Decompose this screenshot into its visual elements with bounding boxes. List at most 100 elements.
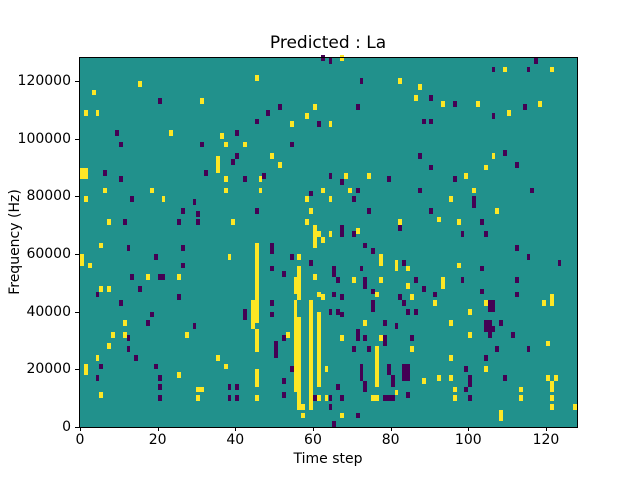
heatmap-cell-low: [355, 187, 360, 194]
heatmap-cell-high: [258, 176, 263, 182]
heatmap-cell-high: [448, 196, 453, 203]
heatmap-cell-low: [340, 311, 345, 318]
heatmap-cell-high: [518, 386, 523, 393]
heatmap-cell-high: [254, 395, 259, 402]
heatmap-cell-low: [281, 334, 286, 341]
heatmap-cell-low: [503, 150, 508, 157]
heatmap-cell-high: [316, 334, 321, 341]
heatmap-cell-low: [231, 158, 236, 165]
heatmap-cell-high: [316, 395, 321, 402]
heatmap-cell-high: [375, 363, 379, 370]
heatmap-cell-low: [281, 377, 286, 384]
heatmap-cell-high: [177, 372, 181, 378]
x-axis-label: Time step: [293, 451, 363, 467]
heatmap-cell-high: [378, 277, 383, 283]
heatmap-cell-high: [375, 352, 379, 358]
heatmap-cell-low: [514, 277, 519, 283]
heatmap-cell-low: [514, 161, 519, 168]
heatmap-cell-high: [312, 225, 317, 231]
heatmap-cell-low: [526, 346, 531, 353]
y-tick-label: 40000: [26, 303, 71, 320]
heatmap-cell-low: [336, 308, 341, 315]
heatmap-cell-low: [406, 308, 411, 315]
heatmap-cell-low: [192, 323, 197, 329]
heatmap-cell-high: [518, 395, 523, 402]
heatmap-cell-low: [406, 363, 411, 370]
heatmap-cell-low: [363, 334, 368, 341]
heatmap-cell-high: [250, 323, 255, 329]
heatmap-cell-high: [223, 141, 228, 148]
heatmap-cell-low: [429, 164, 434, 171]
heatmap-cell-high: [161, 196, 166, 203]
heatmap-cell-high: [305, 112, 310, 119]
heatmap-cell-high: [573, 403, 577, 410]
y-tick-label: 60000: [26, 246, 71, 263]
heatmap-cell-low: [479, 265, 484, 272]
heatmap-cell-high: [107, 285, 112, 292]
y-tick-label: 20000: [26, 361, 71, 378]
heatmap-cell-high: [250, 311, 255, 318]
heatmap-cell-high: [297, 277, 302, 283]
x-tick-label: 60: [304, 432, 322, 448]
y-tick-label: 0: [62, 419, 71, 435]
chart-title: Predicted : La: [269, 33, 387, 53]
heatmap-cell-low: [243, 308, 247, 315]
y-tick-mark: [75, 311, 79, 313]
heatmap-cell-high: [169, 130, 174, 136]
heatmap-cell-high: [448, 320, 453, 327]
heatmap-cell-high: [297, 328, 302, 335]
x-tick-mark: [312, 427, 314, 431]
y-tick-label: 120000: [17, 73, 71, 90]
heatmap-cell-high: [312, 274, 317, 280]
heatmap-cell-low: [196, 219, 201, 226]
heatmap-plot-area: [80, 55, 577, 427]
heatmap-cell-low: [235, 130, 240, 136]
x-tick-mark: [235, 427, 237, 431]
heatmap-cell-low: [468, 395, 473, 402]
heatmap-cell-high: [375, 369, 379, 376]
x-tick-label: 120: [532, 432, 560, 448]
heatmap-cell-low: [134, 354, 139, 361]
heatmap-cell-low: [351, 230, 356, 237]
heatmap-cell-high: [293, 363, 298, 370]
heatmap-cell-high: [309, 346, 313, 353]
heatmap-cell-high: [293, 357, 298, 364]
heatmap-cell-high: [316, 230, 321, 237]
heatmap-cell-low: [390, 375, 395, 381]
heatmap-cell-high: [413, 95, 418, 102]
heatmap-cell-low: [503, 375, 508, 381]
heatmap-cell-high: [309, 317, 313, 324]
heatmap-cell-high: [297, 282, 302, 289]
heatmap-cell-low: [472, 196, 477, 203]
heatmap-cell-low: [235, 153, 240, 159]
heatmap-cell-high: [309, 380, 313, 387]
heatmap-cell-low: [514, 245, 519, 252]
heatmap-cell-low: [429, 95, 434, 102]
heatmap-cell-high: [223, 187, 228, 194]
heatmap-cell-low: [254, 207, 259, 214]
heatmap-cell-high: [309, 403, 313, 410]
heatmap-cell-low: [479, 219, 484, 226]
heatmap-cell-high: [378, 334, 383, 341]
x-tick-label: 80: [381, 432, 400, 448]
heatmap-cell-low: [274, 346, 279, 353]
heatmap-cell-low: [270, 311, 275, 318]
heatmap-cell-high: [254, 277, 259, 283]
heatmap-cell-low: [491, 305, 496, 312]
heatmap-cell-high: [254, 375, 259, 381]
heatmap-cell-high: [80, 259, 84, 266]
heatmap-cell-low: [398, 294, 403, 301]
heatmap-cell-high: [293, 323, 298, 329]
heatmap-cell-high: [297, 386, 302, 393]
heatmap-cell-low: [386, 369, 391, 376]
heatmap-cell-high: [312, 242, 317, 249]
heatmap-cell-low: [371, 248, 376, 255]
heatmap-cell-high: [99, 242, 104, 249]
heatmap-cell-high: [309, 363, 313, 370]
heatmap-cell-low: [479, 288, 484, 295]
heatmap-cell-low: [386, 363, 391, 370]
heatmap-cell-low: [192, 199, 197, 206]
heatmap-cell-low: [487, 331, 492, 338]
heatmap-cell-high: [293, 305, 298, 312]
heatmap-cell-high: [196, 395, 201, 402]
